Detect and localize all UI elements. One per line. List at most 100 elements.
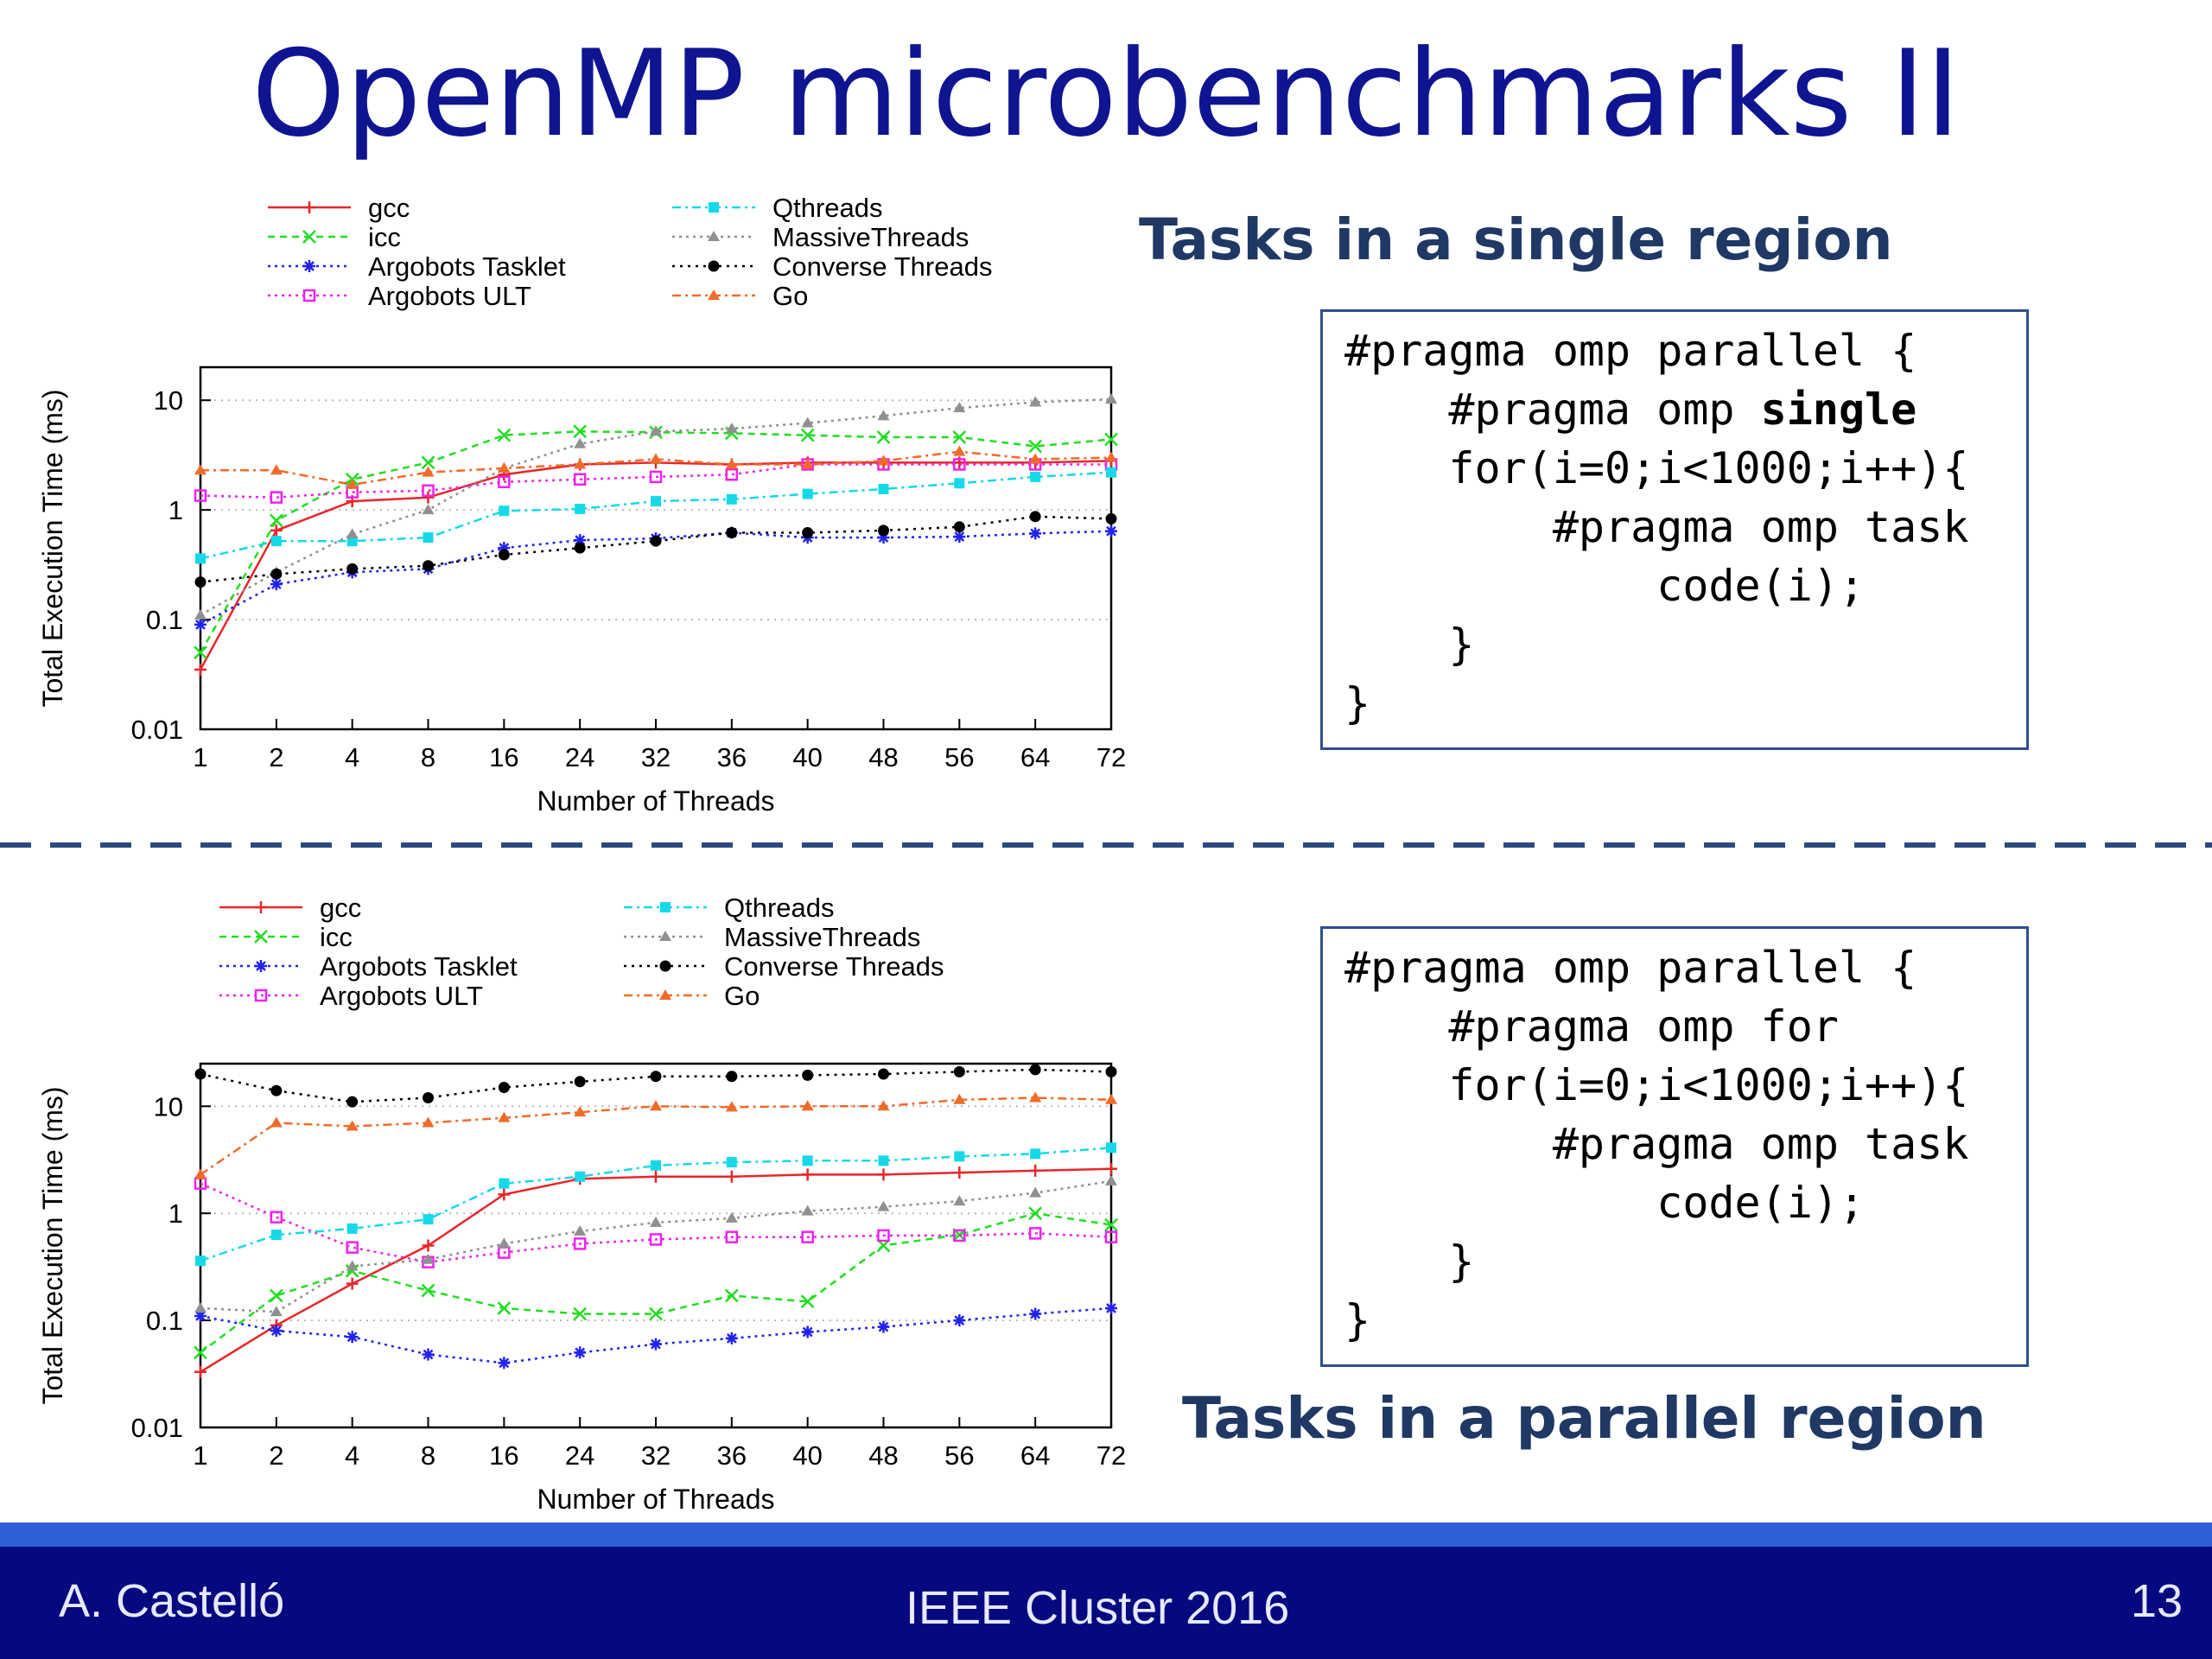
- data-point: [270, 1230, 282, 1241]
- data-point: [346, 1241, 359, 1254]
- data-point: [255, 960, 267, 972]
- data-point: [802, 488, 813, 499]
- code-text: code(i);: [1344, 561, 1866, 611]
- code-text: #pragma omp parallel {: [1344, 326, 1917, 376]
- y-axis-label: Total Execution Time (ms): [37, 1086, 68, 1404]
- data-point: [877, 531, 890, 544]
- data-point: [270, 491, 283, 504]
- x-tick-label: 72: [1096, 1440, 1126, 1471]
- data-point: [725, 1101, 738, 1112]
- x-tick-label: 64: [1020, 742, 1050, 772]
- code-line: }: [1344, 1232, 1475, 1291]
- data-point: [194, 1365, 207, 1378]
- data-point: [649, 1306, 663, 1321]
- x-tick-label: 32: [641, 1440, 671, 1471]
- data-point: [270, 1084, 283, 1096]
- legend-label: Argobots Tasklet: [368, 251, 566, 282]
- legend-entry: Converse Threads: [672, 251, 992, 282]
- data-point: [194, 1168, 207, 1179]
- data-point: [877, 1168, 890, 1181]
- code-text: #pragma omp task: [1344, 502, 1969, 552]
- data-point: [423, 1214, 434, 1225]
- data-point: [1028, 1206, 1043, 1221]
- data-point: [1029, 511, 1041, 523]
- series-go: [194, 1091, 1117, 1179]
- data-point: [878, 1068, 889, 1080]
- data-point: [952, 430, 967, 444]
- data-point: [725, 1230, 739, 1243]
- x-tick-label: 40: [792, 1440, 822, 1471]
- code-text: #pragma omp: [1344, 385, 1761, 435]
- data-point: [1029, 1307, 1042, 1320]
- data-point: [194, 464, 207, 475]
- data-point: [423, 532, 434, 543]
- data-point: [876, 430, 891, 444]
- data-point: [1106, 467, 1116, 478]
- series-gcc: [194, 1162, 1117, 1378]
- x-tick-label: 48: [868, 1440, 898, 1471]
- code-line: #pragma omp parallel {: [1344, 938, 1916, 997]
- code-text: #pragma omp for: [1344, 1001, 1839, 1052]
- code-line: for(i=0;i<1000;i++){: [1344, 439, 1968, 498]
- legend-entry: gcc: [268, 193, 410, 223]
- data-point: [498, 1357, 511, 1370]
- plot-frame: [199, 1062, 1113, 1429]
- data-point: [725, 1211, 738, 1223]
- legend-label: Go: [772, 281, 808, 311]
- data-point: [269, 513, 283, 528]
- x-tick-label: 36: [717, 742, 747, 772]
- series-converse-threads: [194, 511, 1117, 588]
- data-point: [421, 455, 435, 470]
- data-point: [953, 531, 966, 543]
- data-point: [194, 1301, 207, 1313]
- data-point: [270, 464, 283, 475]
- heading-single-region: Tasks in a single region: [1139, 207, 1893, 273]
- data-point: [877, 1200, 890, 1211]
- x-tick-label: 1: [193, 742, 207, 772]
- data-point: [573, 1237, 587, 1250]
- data-point: [194, 576, 207, 588]
- legend-label: MassiveThreads: [724, 922, 920, 952]
- data-point: [659, 960, 671, 972]
- x-tick-label: 1: [193, 1440, 207, 1471]
- data-point: [346, 1277, 359, 1290]
- x-tick-label: 24: [565, 742, 594, 772]
- data-point: [1104, 1230, 1118, 1243]
- x-tick-label: 2: [269, 742, 283, 772]
- data-point: [877, 1229, 890, 1243]
- data-point: [574, 437, 587, 448]
- x-tick-label: 16: [489, 1440, 518, 1471]
- data-point: [497, 428, 512, 442]
- data-point: [498, 1188, 511, 1201]
- data-point: [270, 536, 282, 547]
- code-text: }: [1344, 1236, 1475, 1287]
- data-point: [195, 1255, 206, 1267]
- data-point: [194, 618, 207, 631]
- data-point: [800, 428, 815, 442]
- data-point: [726, 1157, 737, 1168]
- data-point: [270, 524, 283, 537]
- code-text: code(i);: [1344, 1178, 1866, 1228]
- data-point: [498, 461, 511, 473]
- section-divider: [0, 842, 2212, 848]
- legend-entry: Argobots ULT: [219, 981, 483, 1011]
- data-point: [953, 402, 966, 413]
- legend-label: Qthreads: [724, 893, 835, 923]
- data-point: [953, 1065, 965, 1077]
- x-tick-label: 8: [421, 742, 435, 772]
- data-point: [650, 1100, 662, 1111]
- data-point: [346, 1120, 359, 1131]
- series-line: [200, 1306, 1112, 1364]
- legend-entry: Argobots Tasklet: [219, 951, 518, 982]
- data-point: [1105, 1162, 1117, 1175]
- data-point: [270, 1211, 283, 1224]
- data-point: [346, 1331, 359, 1344]
- data-point: [422, 1239, 435, 1252]
- data-point: [800, 1294, 815, 1309]
- data-point: [269, 1288, 283, 1303]
- y-tick-label: 1: [168, 495, 183, 525]
- data-point: [877, 1320, 890, 1333]
- data-point: [422, 484, 435, 498]
